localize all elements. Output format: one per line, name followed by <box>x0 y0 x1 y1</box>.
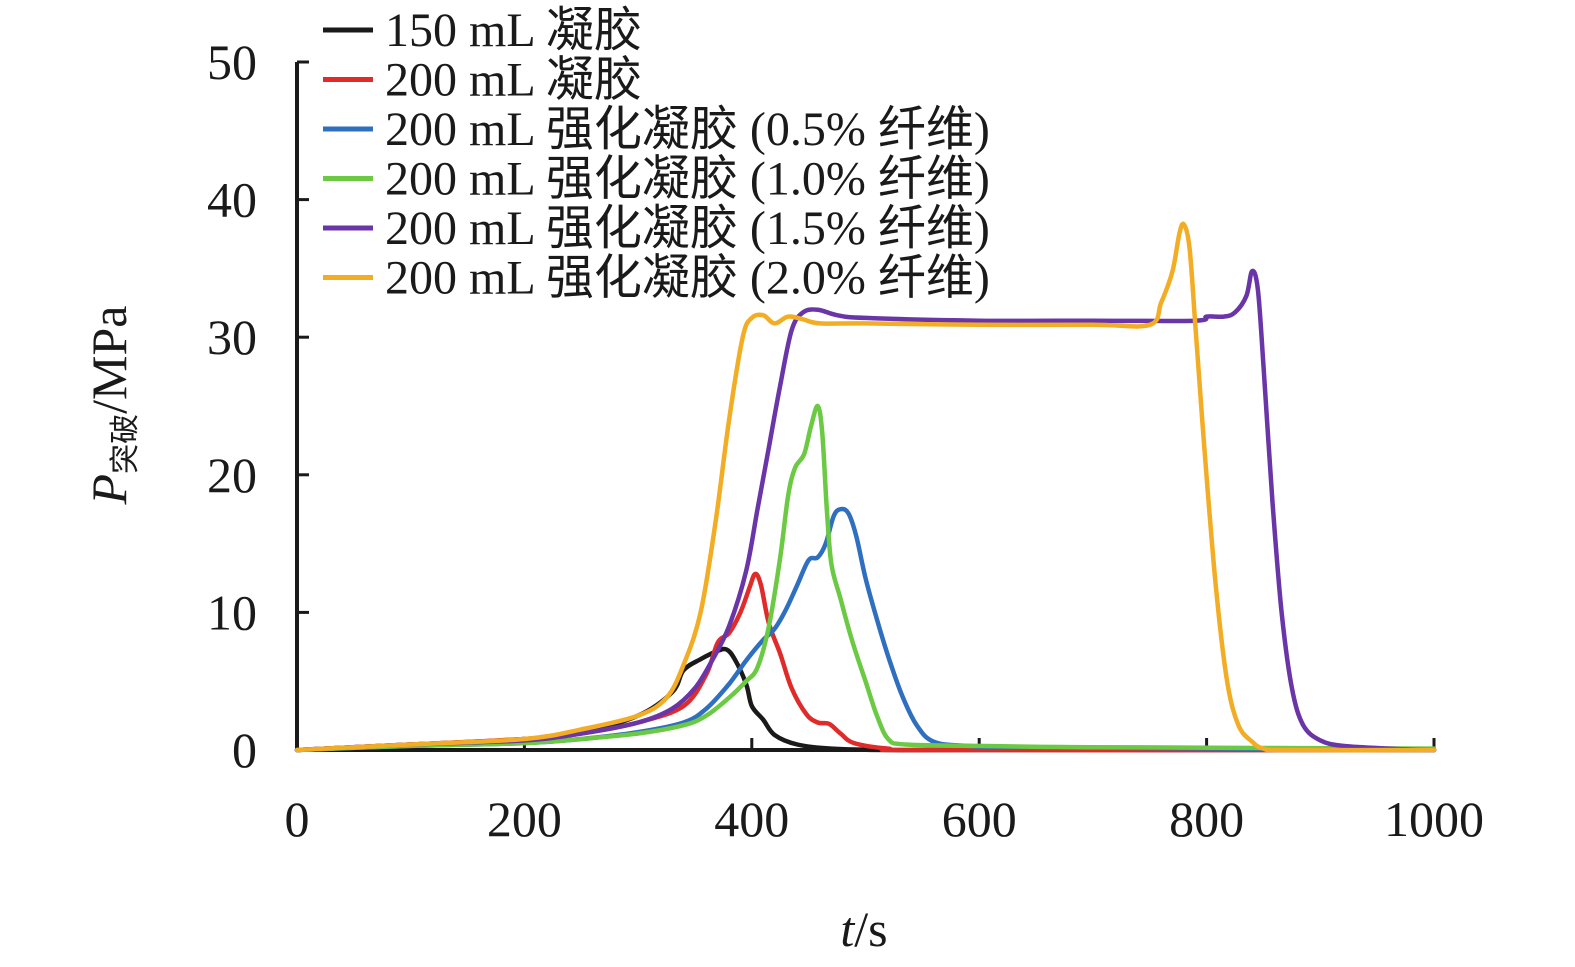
series-line-2 <box>294 571 1437 753</box>
legend-label-6: 200 mL 强化凝胶 (2.0% 纤维) <box>385 252 990 305</box>
x-axis-title-unit: /s <box>854 901 887 957</box>
x-tick-label: 200 <box>487 791 562 847</box>
y-axis-title-symbol: P <box>81 474 137 506</box>
y-tick-label: 20 <box>207 447 257 503</box>
x-tick-label: 800 <box>1169 791 1244 847</box>
series-layer <box>294 221 1437 753</box>
x-tick-label: 400 <box>714 791 789 847</box>
series-line-5 <box>294 268 1437 753</box>
y-tick-label: 10 <box>207 584 257 640</box>
x-tick-label: 1000 <box>1384 791 1484 847</box>
y-tick-label: 50 <box>207 34 257 90</box>
x-tick-label: 0 <box>285 791 310 847</box>
y-tick-label: 0 <box>232 722 257 778</box>
y-axis-title-unit: /MPa <box>81 306 137 414</box>
x-tick-label: 600 <box>942 791 1017 847</box>
legend-label-5: 200 mL 强化凝胶 (1.5% 纤维) <box>385 202 990 255</box>
y-tick-label: 30 <box>207 309 257 365</box>
series-line-3 <box>294 506 1437 753</box>
x-axis-title-symbol: t <box>840 901 855 957</box>
y-axis-ticks: 0 10 20 30 40 50 <box>207 34 309 778</box>
legend-label-1: 150 mL 凝胶 <box>385 4 642 57</box>
x-axis-ticks: 0 200 400 600 800 1000 <box>285 738 1484 847</box>
legend-label-4: 200 mL 强化凝胶 (1.0% 纤维) <box>385 153 990 206</box>
x-axis-title: t/s <box>840 901 887 957</box>
y-axis-title: P突破/MPa <box>81 306 142 506</box>
y-axis-title-subscript: 突破 <box>109 414 142 474</box>
legend-label-2: 200 mL 凝胶 <box>385 54 642 107</box>
series-line-6 <box>294 221 1437 753</box>
series-line-4 <box>294 403 1437 753</box>
legend-label-3: 200 mL 强化凝胶 (0.5% 纤维) <box>385 103 990 156</box>
series-line-1 <box>294 646 1437 753</box>
y-tick-label: 40 <box>207 172 257 228</box>
